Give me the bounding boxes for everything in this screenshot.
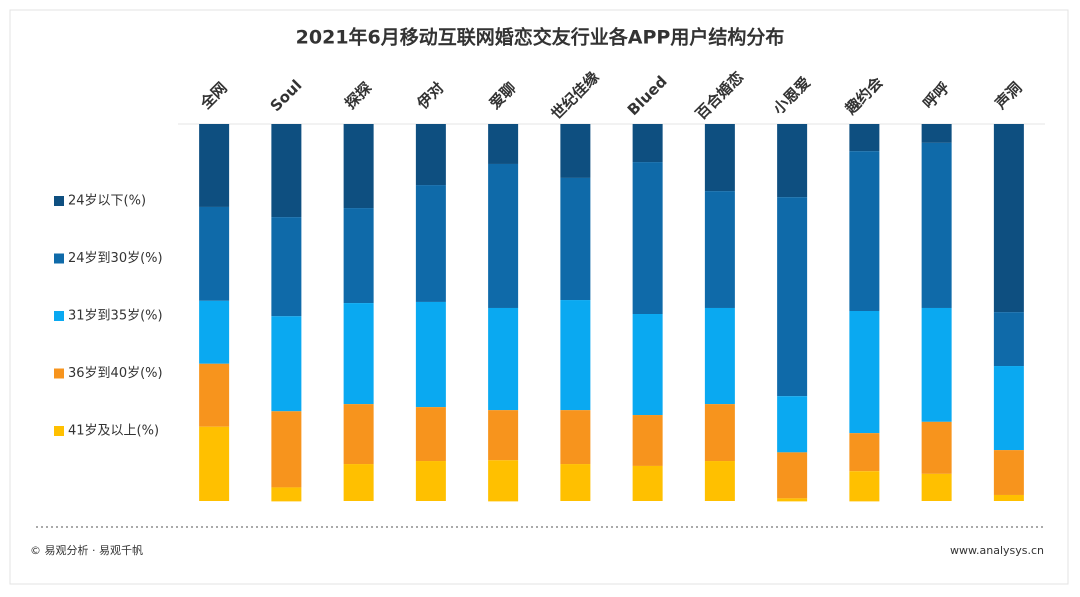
legend-swatch	[54, 368, 64, 379]
bar-segment	[560, 300, 591, 411]
bar-segment	[777, 124, 808, 198]
legend-swatch	[54, 253, 64, 264]
bar-segment	[921, 142, 952, 308]
bar-segment	[993, 366, 1024, 451]
x-tick-label: Soul	[267, 76, 306, 115]
x-tick-label: 小恩爱	[769, 73, 814, 118]
bar-segment	[488, 124, 519, 164]
bar-segment	[343, 404, 374, 465]
x-tick-label: 全网	[196, 79, 231, 114]
x-tick-label: 世纪佳缘	[547, 68, 602, 123]
bar-segment	[199, 124, 230, 207]
bar-segment	[849, 471, 880, 502]
bar-segment	[415, 461, 446, 501]
bar-segment	[777, 498, 808, 502]
bar-segment	[199, 206, 230, 301]
bar-segment	[849, 433, 880, 472]
x-tick-label: 伊对	[413, 79, 448, 114]
bar-segment	[343, 303, 374, 405]
x-tick-label: 百合婚恋	[692, 68, 747, 123]
bar-segment	[704, 404, 735, 462]
x-tick-label: 探探	[341, 79, 375, 113]
legend-label: 36岁到40岁(%)	[68, 366, 163, 381]
legend-swatch	[54, 196, 64, 206]
bar-segment	[921, 421, 952, 474]
bar-segment	[704, 307, 735, 405]
bar-segment	[271, 124, 302, 218]
bar-segment	[777, 396, 808, 453]
bar-segment	[199, 363, 230, 427]
bar-segment	[488, 460, 519, 502]
bar-segment	[488, 410, 519, 461]
bar-segment	[993, 494, 1024, 501]
footer-right: www.analysys.cn	[950, 544, 1044, 557]
x-tick-label: 爱聊	[486, 79, 520, 113]
bar-segment	[343, 124, 374, 209]
bar-segment	[415, 407, 446, 462]
legend-label: 31岁到35岁(%)	[68, 309, 163, 324]
bar-segment	[199, 300, 230, 364]
bar-segment	[199, 426, 230, 501]
bar-segment	[777, 452, 808, 499]
bar-segment	[415, 301, 446, 408]
bar-segment	[632, 124, 663, 163]
legend-label: 41岁及以上(%)	[68, 424, 159, 439]
x-tick-label: Blued	[624, 72, 671, 119]
bar-segment	[632, 465, 663, 501]
bar-segment	[993, 124, 1024, 313]
bar-segment	[488, 163, 519, 308]
legend-swatch	[54, 426, 64, 436]
bar-segment	[488, 307, 519, 411]
bar-segment	[921, 473, 952, 501]
bar-segment	[415, 124, 446, 186]
legend-swatch	[54, 311, 64, 321]
legend-label: 24岁到30岁(%)	[68, 251, 163, 266]
legend-label: 24岁以下(%)	[68, 194, 146, 209]
bar-segment	[632, 415, 663, 466]
frame	[9, 9, 1069, 585]
bar-segment	[271, 217, 302, 317]
bar-segment	[921, 124, 952, 143]
bar-segment	[777, 197, 808, 397]
bar-segment	[921, 307, 952, 422]
x-tick-label: 声洞	[991, 79, 1026, 114]
bar-segment	[704, 124, 735, 192]
bar-segment	[271, 316, 302, 412]
chart-title: 2021年6月移动互联网婚恋交友行业各APP用户结构分布	[296, 26, 785, 49]
bar-segment	[849, 151, 880, 311]
bar-segment	[271, 487, 302, 502]
bar-segment	[343, 208, 374, 304]
bar-segment	[560, 464, 591, 501]
bar-segment	[632, 314, 663, 416]
bar-segment	[632, 162, 663, 315]
bar-segment	[993, 312, 1024, 367]
bar-segment	[849, 310, 880, 434]
x-tick-label: 呼呼	[919, 79, 953, 113]
footer-left: © 易观分析 · 易观千帆	[30, 543, 143, 557]
bar-segment	[560, 124, 591, 178]
bar-segment	[271, 411, 302, 488]
bar-segment	[704, 461, 735, 501]
bar-segment	[849, 124, 880, 152]
bar-segment	[993, 450, 1024, 495]
bar-segment	[560, 177, 591, 301]
bar-segment	[704, 191, 735, 308]
bar-segment	[343, 464, 374, 501]
x-tick-label: 趣约会	[841, 73, 886, 118]
bar-segment	[415, 185, 446, 302]
bar-segment	[560, 410, 591, 465]
